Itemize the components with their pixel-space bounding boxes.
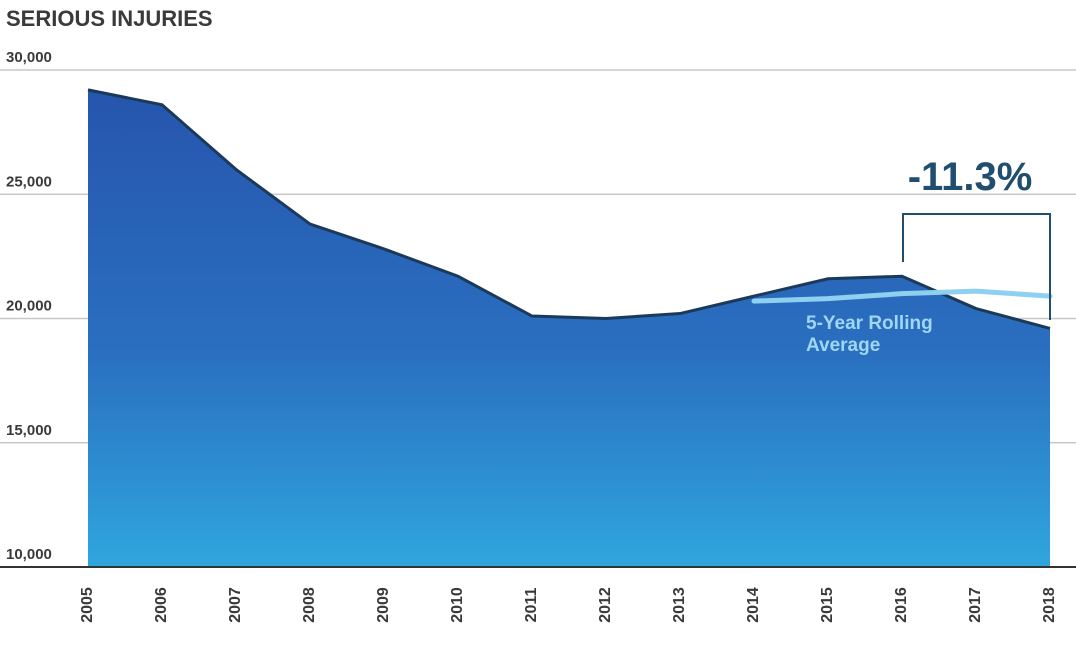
y-tick-label: 30,000 <box>6 49 52 66</box>
area-line <box>87 88 1051 330</box>
x-tick-label: 2016 <box>893 587 910 623</box>
y-tick-label: 20,000 <box>6 298 52 315</box>
x-tick-label: 2017 <box>967 587 984 623</box>
x-tick-label: 2005 <box>79 587 96 623</box>
x-tick-label: 2006 <box>153 587 170 623</box>
x-tick-label: 2011 <box>523 588 540 623</box>
y-tick-label: 15,000 <box>6 422 52 439</box>
annotation: -11.3% <box>908 155 1033 199</box>
x-tick-label: 2013 <box>671 587 688 623</box>
y-tick-label: 10,000 <box>6 546 52 563</box>
x-tick-label: 2014 <box>745 587 762 623</box>
annotation-bracket <box>902 213 1051 320</box>
area <box>88 89 1050 567</box>
x-tick-label: 2010 <box>449 587 466 623</box>
x-tick-label: 2007 <box>227 587 244 623</box>
rolling-average-line <box>751 288 1053 304</box>
x-tick-label: 2009 <box>375 587 392 623</box>
x-tick-label: 2018 <box>1041 587 1058 623</box>
series-label: 5-Year Rolling Average <box>806 313 933 356</box>
y-tick-label: 25,000 <box>6 173 52 190</box>
chart-title: SERIOUS INJURIES <box>6 6 213 31</box>
x-tick-label: 2008 <box>301 587 318 623</box>
x-tick-label: 2015 <box>819 587 836 623</box>
x-tick-label: 2012 <box>597 587 614 623</box>
